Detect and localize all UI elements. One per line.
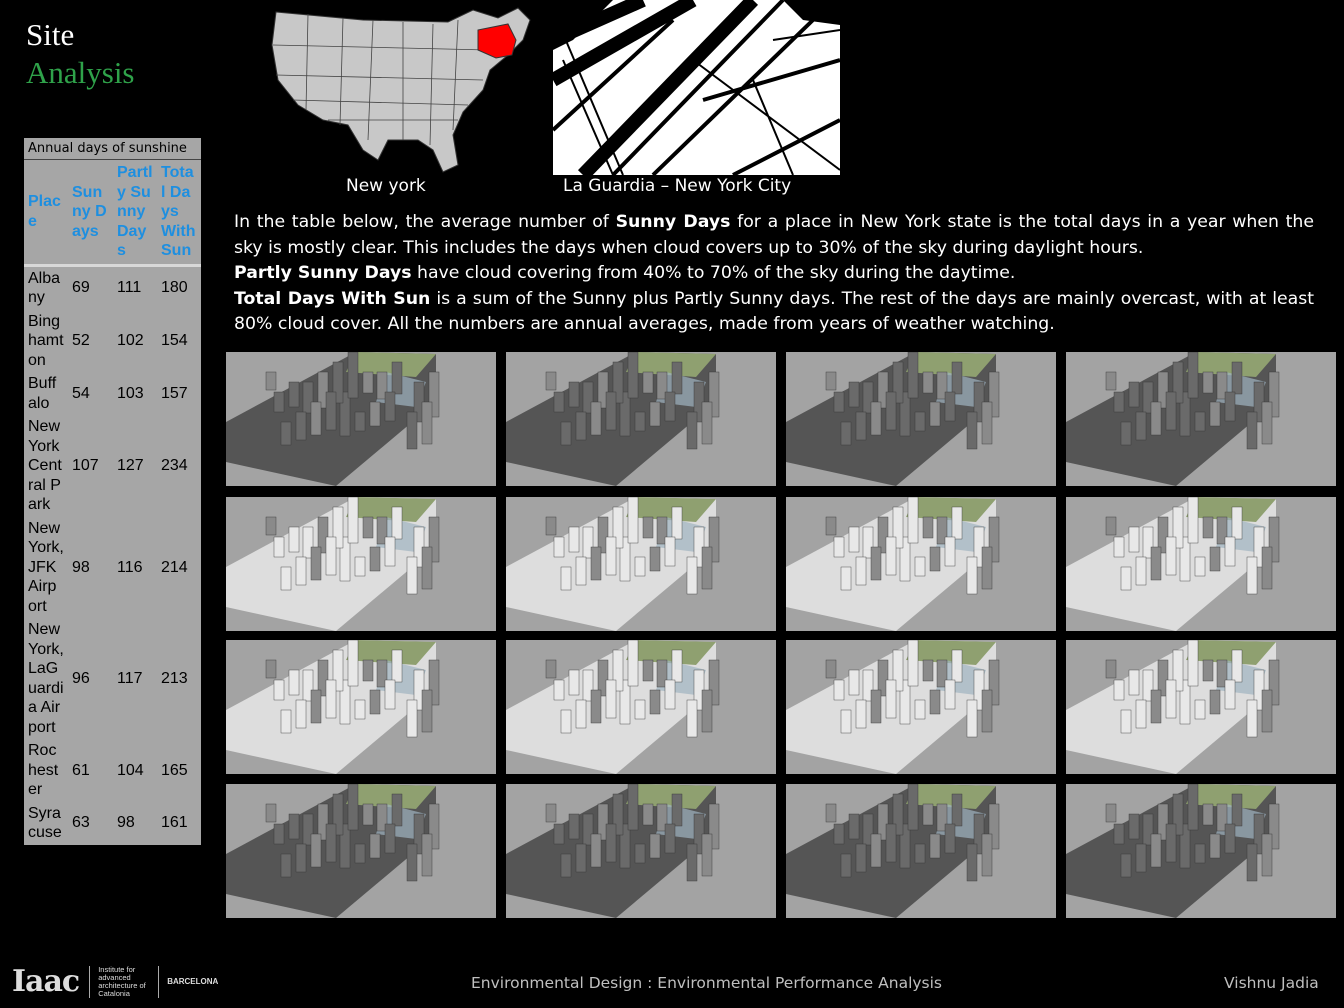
table-cell: 54 bbox=[72, 384, 90, 402]
table-cell: 213 bbox=[161, 669, 188, 687]
shadow-study-render bbox=[786, 351, 1056, 486]
shadow-study-render bbox=[1066, 783, 1336, 918]
desc-term-partly: Partly Sunny Days bbox=[234, 263, 412, 283]
shadow-study-render bbox=[1066, 351, 1336, 486]
table-cell: 234 bbox=[161, 457, 188, 474]
shadow-study-render bbox=[506, 639, 776, 774]
shadow-study-render bbox=[506, 783, 776, 918]
desc-text: for a place in New York state is the tot… bbox=[234, 212, 1314, 258]
table-row: Buffalo 54 103 157 bbox=[24, 372, 201, 415]
table-row: Binghamton 52 102 154 bbox=[24, 310, 201, 373]
nyc-map-label: La Guardia – New York City bbox=[563, 176, 792, 196]
shadow-study-render bbox=[506, 496, 776, 631]
table-cell: 161 bbox=[161, 814, 188, 832]
us-map bbox=[271, 7, 531, 173]
table-cell: 117 bbox=[117, 669, 143, 687]
iaac-logo: Iaac Institute for advanced architecture… bbox=[12, 964, 218, 999]
shadow-study-render bbox=[226, 639, 496, 774]
shadow-study-render bbox=[1066, 496, 1336, 631]
shadow-study-render bbox=[786, 496, 1056, 631]
table-cell: 98 bbox=[72, 558, 90, 576]
shadow-study-render bbox=[226, 351, 496, 486]
slide-title: Site Analysis bbox=[26, 16, 135, 92]
table-cell: 111 bbox=[117, 279, 142, 297]
table-cell: 103 bbox=[117, 384, 144, 402]
header-sunny: Sunny Days bbox=[68, 160, 113, 267]
table-cell: Albany bbox=[28, 269, 61, 307]
table-cell: 180 bbox=[161, 279, 188, 297]
table-cell: 127 bbox=[117, 457, 144, 474]
table-cell: 98 bbox=[117, 814, 135, 832]
table-cell: 157 bbox=[161, 384, 188, 402]
table-caption: Annual days of sunshine bbox=[24, 138, 201, 160]
table-cell: New York, LaGuardia Airport bbox=[28, 621, 64, 736]
table-cell: 104 bbox=[117, 761, 144, 779]
desc-text: is a sum of the Sunny plus Partly Sunny … bbox=[234, 288, 1314, 335]
desc-text: In the table below, the average number o… bbox=[234, 212, 616, 232]
logo-city: BARCELONA bbox=[167, 977, 219, 986]
sunshine-table: Annual days of sunshine Place Sunny Days… bbox=[24, 138, 201, 845]
table-cell: 61 bbox=[72, 761, 90, 779]
table-cell: New York, JFK Airport bbox=[28, 519, 64, 615]
footer-course: Environmental Design : Environmental Per… bbox=[471, 974, 943, 992]
logo-institute: Institute for advanced architecture of C… bbox=[89, 965, 160, 998]
table-cell: 107 bbox=[72, 457, 99, 474]
table-cell: Rochester bbox=[28, 742, 59, 798]
desc-term-total: Total Days With Sun bbox=[234, 288, 431, 309]
table-cell: 96 bbox=[72, 669, 90, 687]
table-row: New York, JFK Airport 98 116 214 bbox=[24, 517, 201, 619]
title-line-1: Site bbox=[26, 17, 75, 52]
table-row: New York Central Park 107 127 234 bbox=[24, 415, 201, 517]
footer-author: Vishnu Jadia bbox=[1224, 974, 1319, 992]
shadow-study-render bbox=[786, 783, 1056, 918]
shadow-study-render bbox=[226, 783, 496, 918]
table-row: New York, LaGuardia Airport 96 117 213 bbox=[24, 618, 201, 739]
new-york-state bbox=[477, 23, 517, 59]
table-cell: 214 bbox=[161, 558, 188, 576]
table-cell: 165 bbox=[161, 761, 188, 779]
table-row: Albany 69 111 180 bbox=[24, 265, 201, 310]
table-cell: 52 bbox=[72, 332, 90, 349]
shadow-study-render bbox=[506, 351, 776, 486]
title-line-2: Analysis bbox=[26, 55, 135, 90]
desc-term-sunny: Sunny Days bbox=[615, 212, 731, 232]
desc-text: have cloud covering from 40% to 70% of t… bbox=[411, 263, 1016, 283]
table-cell: 154 bbox=[161, 332, 188, 349]
description: In the table below, the average number o… bbox=[234, 210, 1314, 338]
table-cell: Buffalo bbox=[28, 375, 57, 412]
shadow-study-render bbox=[1066, 639, 1336, 774]
us-map-label: New york bbox=[346, 176, 426, 196]
table-row: Rochester 61 104 165 bbox=[24, 739, 201, 802]
table-cell: 69 bbox=[72, 279, 90, 297]
header-partly: Partly Sunny Days bbox=[113, 160, 157, 267]
shadow-study-render bbox=[786, 639, 1056, 774]
table-cell: Syracuse bbox=[28, 804, 62, 842]
header-place: Place bbox=[24, 160, 68, 267]
nyc-map bbox=[553, 0, 840, 175]
shadow-study-render bbox=[226, 496, 496, 631]
logo-mark: Iaac bbox=[12, 964, 80, 999]
table-cell: 116 bbox=[117, 558, 143, 576]
table-cell: 102 bbox=[117, 332, 144, 349]
header-total: Total Days With Sun bbox=[157, 160, 201, 267]
table-cell: New York Central Park bbox=[28, 418, 62, 513]
table-row: Syracuse 63 98 161 bbox=[24, 802, 201, 845]
table-cell: 63 bbox=[72, 814, 90, 832]
table-cell: Binghamton bbox=[28, 312, 64, 369]
